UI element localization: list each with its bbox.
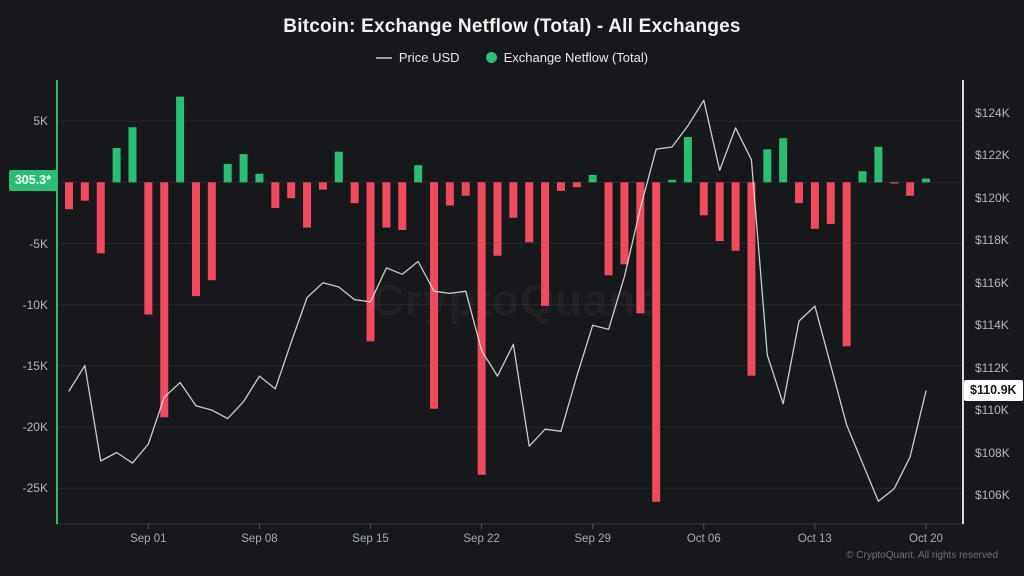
netflow-bar [715, 182, 724, 242]
left-axis-tick-label: -20K [22, 420, 48, 435]
netflow-bar [271, 182, 280, 209]
x-axis-tick-label: Sep 01 [130, 533, 167, 545]
netflow-bar [906, 182, 915, 196]
netflow-bar [477, 182, 486, 475]
netflow-bar [779, 138, 788, 183]
legend: Price USD Exchange Netflow (Total) [0, 50, 1024, 65]
netflow-bar [461, 182, 470, 196]
netflow-bar [826, 182, 835, 224]
netflow-bar [620, 182, 629, 265]
left-axis-tick-label: 5K [33, 114, 48, 129]
netflow-bar [191, 182, 200, 297]
netflow-bar [223, 163, 232, 183]
x-axis-tick-label: Sep 22 [463, 533, 500, 545]
netflow-bar [366, 182, 375, 342]
copyright-notice: © CryptoQuant. All rights reserved [846, 550, 998, 561]
netflow-bar [731, 182, 740, 251]
netflow-bar [112, 148, 121, 183]
netflow-bar [810, 182, 819, 229]
x-axis-tick-label: Oct 13 [797, 533, 832, 545]
right-axis-tick-label: $116K [975, 275, 1009, 290]
price-last-value-badge: $110.9K [964, 380, 1023, 401]
right-axis-tick-label: $114K [975, 318, 1009, 333]
netflow-bar [921, 178, 930, 183]
netflow-bar [763, 149, 772, 183]
netflow-bar [541, 182, 550, 306]
netflow-bar [80, 182, 89, 201]
netflow-bar [572, 182, 581, 188]
right-axis-tick-label: $106K [975, 487, 1010, 502]
netflow-bar [795, 182, 804, 204]
legend-item-price: Price USD [375, 50, 460, 65]
x-axis-tick-label: Oct 20 [909, 533, 943, 545]
netflow-bar [699, 182, 708, 216]
netflow-bar [176, 96, 185, 183]
netflow-bar [65, 182, 73, 210]
left-axis-tick-label: -5K [29, 236, 48, 251]
x-axis-tick-label: Sep 08 [241, 533, 278, 545]
right-axis-tick-label: $122K [975, 148, 1010, 163]
netflow-bar [287, 182, 296, 199]
chart-title: Bitcoin: Exchange Netflow (Total) - All … [283, 16, 741, 37]
x-axis-tick-label: Sep 15 [352, 533, 389, 545]
netflow-bar [525, 182, 534, 243]
netflow-bar [588, 174, 597, 183]
netflow-bar [128, 127, 137, 183]
x-axis-tick-label: Sep 29 [574, 533, 611, 545]
netflow-bar [556, 182, 565, 191]
netflow-bar [255, 173, 264, 183]
right-axis-tick-label: $112K [975, 360, 1009, 375]
netflow-bar [890, 182, 899, 184]
price-line-marker-icon [375, 56, 392, 59]
right-axis-tick-label: $120K [975, 190, 1010, 205]
netflow-bar [683, 137, 692, 183]
netflow-bar [96, 182, 105, 254]
left-axis-tick-label: -15K [22, 358, 48, 373]
netflow-dot-marker-icon [485, 52, 497, 63]
netflow-bar [747, 182, 756, 376]
netflow-bar [382, 182, 391, 228]
netflow-bar [842, 182, 851, 347]
netflow-bar [207, 182, 216, 281]
netflow-bar [144, 182, 153, 315]
left-axis-tick-label: -25K [22, 481, 48, 496]
netflow-bar [668, 179, 677, 183]
netflow-bar [493, 182, 502, 256]
netflow-bar [858, 171, 867, 183]
netflow-bar [303, 182, 312, 228]
netflow-bar [239, 154, 248, 183]
price-line [68, 99, 927, 502]
left-axis-tick-label: -10K [22, 297, 48, 312]
legend-label-netflow: Exchange Netflow (Total) [503, 50, 649, 65]
netflow-bar [652, 182, 661, 502]
x-axis-tick-label: Oct 06 [686, 533, 721, 545]
netflow-bar [160, 182, 169, 418]
legend-label-price: Price USD [398, 50, 460, 65]
netflow-last-value-badge: 305.3* [8, 170, 57, 191]
right-axis-tick-label: $118K [975, 233, 1009, 248]
netflow-bar [350, 182, 359, 204]
netflow-bar [874, 146, 883, 183]
netflow-bar [414, 165, 423, 183]
netflow-bar [445, 182, 454, 206]
right-axis-tick-label: $124K [975, 106, 1010, 120]
netflow-bar [509, 182, 518, 218]
netflow-bar [334, 151, 343, 183]
netflow-bar [430, 182, 439, 409]
netflow-bar [636, 182, 645, 314]
right-axis-tick-label: $110K [975, 403, 1009, 418]
legend-item-netflow: Exchange Netflow (Total) [485, 50, 649, 65]
netflow-bar [604, 182, 613, 276]
right-axis-tick-label: $108K [975, 445, 1010, 460]
netflow-bar [318, 182, 327, 190]
netflow-bar [398, 182, 407, 231]
